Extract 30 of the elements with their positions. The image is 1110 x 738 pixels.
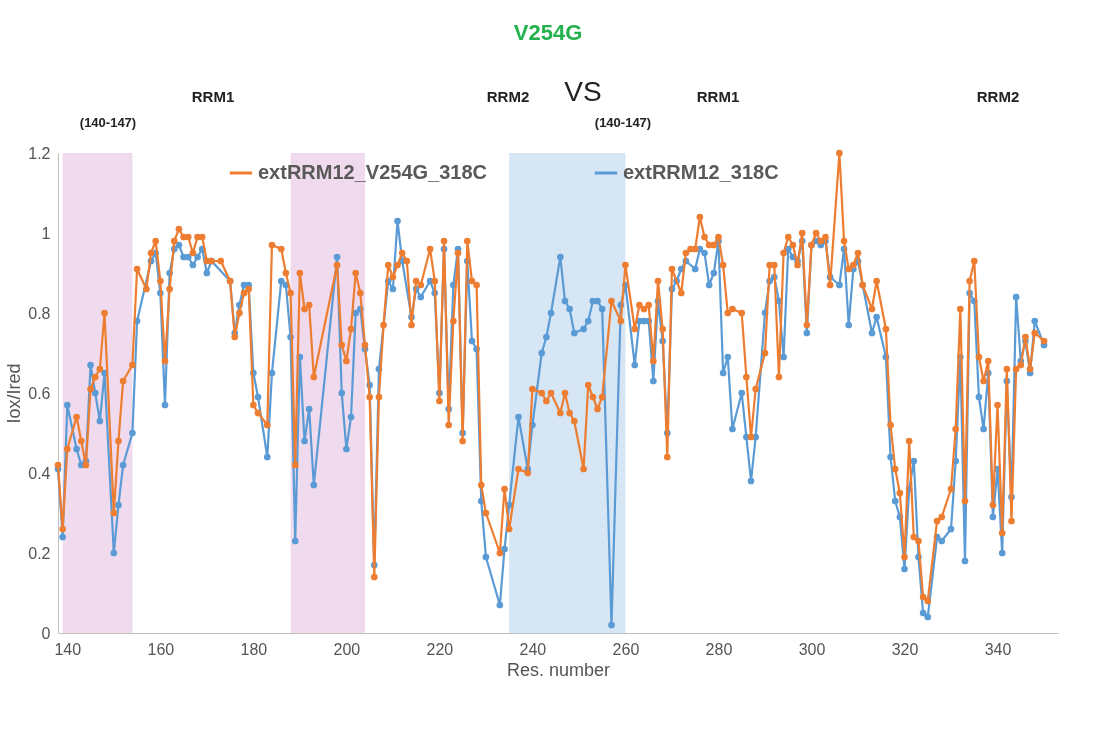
legend-label: extRRM12_318C (623, 161, 779, 183)
x-tick-label: 260 (612, 640, 640, 658)
x-tick-label: 180 (240, 640, 268, 658)
text: RRM2 (486, 88, 530, 105)
x-tick-label: 220 (426, 640, 454, 658)
y-tick-label: 0.8 (28, 304, 51, 322)
y-tick-label: 1 (41, 224, 51, 242)
x-tick-label: 300 (798, 640, 826, 658)
x-tick-label: 200 (333, 640, 361, 658)
y-tick-label: 0.4 (28, 464, 51, 482)
text: RRM1 (191, 88, 235, 105)
text: RRM1 (696, 88, 740, 105)
text: RRM2 (976, 88, 1020, 105)
y-tick-label: 0 (41, 624, 51, 642)
y-tick-label: 0.6 (28, 384, 51, 402)
text: (140-147) (594, 115, 652, 130)
x-axis-title: Res. number (506, 659, 611, 680)
x-tick-label: 140 (54, 640, 82, 658)
y-axis-title: Iox/Ired (4, 363, 25, 424)
x-tick-label: 280 (705, 640, 733, 658)
text: (140-147) (79, 115, 137, 130)
text: VS (564, 76, 602, 107)
legend-label: extRRM12_V254G_318C (258, 161, 488, 183)
x-tick-label: 340 (984, 640, 1012, 658)
y-tick-label: 1.2 (28, 144, 51, 162)
x-tick-label: 160 (147, 640, 175, 658)
x-tick-label: 320 (891, 640, 919, 658)
y-tick-label: 0.2 (28, 544, 51, 562)
x-tick-label: 240 (519, 640, 547, 658)
text: V254G (513, 20, 583, 45)
